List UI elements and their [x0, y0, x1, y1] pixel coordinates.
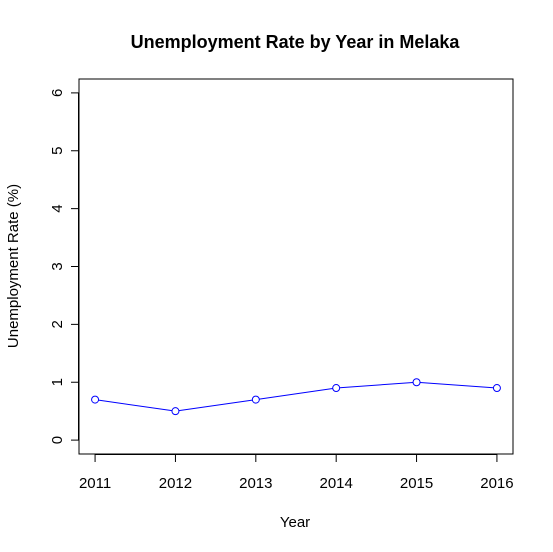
y-tick-label: 2 — [49, 320, 66, 328]
x-axis: 2011 2012 2013 2014 2015 2016 — [79, 454, 514, 492]
y-tick-label: 6 — [49, 89, 66, 97]
x-tick-label: 2013 — [239, 475, 272, 492]
data-point — [251, 395, 260, 404]
data-point — [91, 395, 100, 404]
series-line-segment — [420, 381, 494, 389]
data-point — [492, 384, 501, 393]
y-tick-label: 5 — [49, 147, 66, 155]
y-tick-label: 3 — [49, 262, 66, 270]
y-tick-label: 0 — [49, 436, 66, 444]
y-axis-label: Unemployment Rate (%) — [5, 184, 22, 348]
data-series — [91, 378, 501, 416]
data-point — [171, 407, 180, 416]
x-tick-label: 2015 — [400, 475, 433, 492]
x-tick-label: 2014 — [319, 475, 352, 492]
data-point — [332, 384, 341, 393]
y-tick-label: 1 — [49, 378, 66, 386]
x-tick-label: 2012 — [159, 475, 192, 492]
y-tick-label: 4 — [49, 204, 66, 212]
x-tick-label: 2011 — [79, 475, 111, 492]
y-axis: 0 1 2 3 4 5 6 — [49, 89, 79, 444]
plot-area-frame — [78, 78, 514, 455]
data-point — [412, 378, 421, 387]
series-line-segment — [98, 399, 173, 412]
series-line-segment — [178, 399, 253, 412]
x-axis-label: Year — [280, 514, 310, 531]
series-line-segment — [339, 381, 414, 389]
chart-title: Unemployment Rate by Year in Melaka — [131, 32, 461, 52]
series-line-segment — [259, 388, 333, 400]
x-tick-label: 2016 — [480, 475, 513, 492]
